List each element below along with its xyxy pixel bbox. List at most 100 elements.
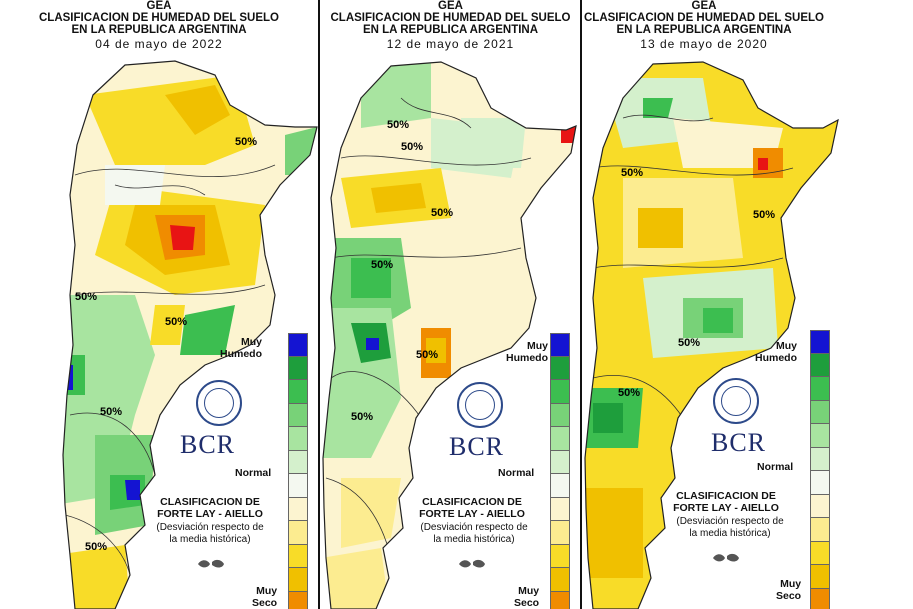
legend-swatch-7	[810, 494, 830, 518]
legend-bottom-label: Muy Seco	[514, 585, 540, 609]
bcr-logo-text: BCR	[711, 428, 767, 457]
legend-swatch-11	[550, 591, 570, 609]
soil-moisture-map: 50% 50% 50% 50% 50% 50%	[322, 61, 577, 609]
contour-label: 50%	[85, 541, 107, 553]
legend-swatch-1	[550, 356, 570, 380]
legend-swatch-3	[550, 403, 570, 427]
legend-swatch-1	[810, 353, 830, 377]
legend-swatch-6	[550, 474, 570, 498]
legend-normal-label: Normal	[498, 467, 535, 479]
legend-swatch-4	[810, 424, 830, 448]
legend-swatch-0	[288, 333, 308, 357]
title-line-1: CLASIFICACION DE HUMEDAD DEL SUELO	[583, 12, 825, 24]
map-date: 04 de mayo de 2022	[95, 37, 223, 51]
bcr-seal-logo	[196, 380, 242, 426]
legend-swatch-11	[810, 588, 830, 609]
bcr-seal-logo	[457, 382, 503, 428]
bcr-logo-text: BCR	[449, 432, 505, 461]
legend-swatch-1	[288, 356, 308, 380]
panel-2022: GEA CLASIFICACION DE HUMEDAD DEL SUELO E…	[0, 0, 318, 609]
legend-swatch-6	[810, 471, 830, 495]
title-line-1: CLASIFICACION DE HUMEDAD DEL SUELO	[38, 12, 280, 24]
legend-scale	[288, 333, 308, 609]
legend-swatch-5	[288, 450, 308, 474]
legend-swatch-6	[288, 474, 308, 498]
contour-label: 50%	[431, 207, 453, 219]
gea-label: GEA	[146, 0, 172, 12]
legend-scale	[550, 333, 570, 609]
map-date: 13 de mayo de 2020	[640, 37, 768, 51]
panel-header: GEA CLASIFICACION DE HUMEDAD DEL SUELO E…	[0, 0, 318, 50]
contour-label: 50%	[100, 406, 122, 418]
legend-swatch-5	[550, 450, 570, 474]
contour-label: 50%	[416, 349, 438, 361]
legend-swatch-4	[288, 427, 308, 451]
contour-label: 50%	[351, 411, 373, 423]
classification-note: (Desviación respecto de la media históri…	[420, 522, 528, 545]
legend-swatch-3	[288, 403, 308, 427]
contour-label: 50%	[235, 136, 257, 148]
bcr-seal-logo	[713, 378, 759, 424]
legend-swatch-7	[288, 497, 308, 521]
panel-header: GEA CLASIFICACION DE HUMEDAD DEL SUELO E…	[583, 0, 825, 50]
legend-scale	[810, 330, 830, 609]
contour-label: 50%	[618, 387, 640, 399]
legend-swatch-8	[288, 521, 308, 545]
legend-swatch-0	[810, 330, 830, 354]
classification-note: (Desviación respecto de la media históri…	[676, 516, 784, 539]
legend-swatch-2	[288, 380, 308, 404]
legend-top-label: Muy Humedo	[755, 340, 797, 364]
legend-swatch-2	[810, 377, 830, 401]
legend-swatch-5	[810, 447, 830, 471]
legend-bottom-label: Muy Seco	[252, 585, 278, 609]
legend-top-label: Muy Humedo	[220, 336, 262, 360]
classification-title: CLASIFICACION DE FORTE LAY - AIELLO	[419, 496, 525, 520]
malvinas-islands-icon	[457, 556, 487, 575]
legend-swatch-4	[550, 427, 570, 451]
legend-swatch-3	[810, 400, 830, 424]
legend-swatch-0	[550, 333, 570, 357]
gea-label: GEA	[691, 0, 717, 12]
legend-top-label: Muy Humedo	[506, 340, 548, 364]
malvinas-islands-icon	[196, 556, 226, 575]
legend-swatch-7	[550, 497, 570, 521]
contour-label: 50%	[753, 209, 775, 221]
contour-label: 50%	[621, 167, 643, 179]
contour-label: 50%	[165, 316, 187, 328]
legend-swatch-9	[288, 544, 308, 568]
legend-swatch-10	[288, 568, 308, 592]
panel-2021: GEA CLASIFICACION DE HUMEDAD DEL SUELO E…	[321, 0, 580, 609]
legend-swatch-11	[288, 591, 308, 609]
legend-swatch-8	[810, 518, 830, 542]
malvinas-islands-icon	[711, 550, 741, 569]
legend-normal-label: Normal	[757, 461, 794, 473]
classification-title: CLASIFICACION DE FORTE LAY - AIELLO	[157, 496, 263, 520]
legend-swatch-10	[810, 565, 830, 589]
panel-divider	[580, 0, 582, 609]
contour-label: 50%	[401, 141, 423, 153]
soil-moisture-map: 50% 50% 50% 50%	[584, 61, 839, 609]
contour-label: 50%	[371, 259, 393, 271]
legend-swatch-10	[550, 568, 570, 592]
bcr-logo-text: BCR	[180, 430, 236, 459]
soil-moisture-map: 50% 50% 50% 50% 50%	[62, 60, 318, 609]
legend-swatch-8	[550, 521, 570, 545]
panel-divider	[318, 0, 320, 609]
title-line-2: EN LA REPUBLICA ARGENTINA	[362, 24, 539, 36]
contour-label: 50%	[678, 337, 700, 349]
classification-title: CLASIFICACION DE FORTE LAY - AIELLO	[673, 490, 779, 514]
legend-swatch-2	[550, 380, 570, 404]
title-line-2: EN LA REPUBLICA ARGENTINA	[71, 24, 247, 36]
legend-swatch-9	[810, 541, 830, 565]
map-date: 12 de mayo de 2021	[386, 37, 515, 51]
panel-2020: GEA CLASIFICACION DE HUMEDAD DEL SUELO E…	[583, 0, 913, 609]
gea-label: GEA	[438, 0, 463, 12]
title-line-2: EN LA REPUBLICA ARGENTINA	[616, 24, 792, 36]
legend-bottom-label: Muy Seco	[776, 578, 802, 602]
contour-label: 50%	[387, 119, 409, 131]
panel-header: GEA CLASIFICACION DE HUMEDAD DEL SUELO E…	[321, 0, 580, 50]
legend-swatch-9	[550, 544, 570, 568]
contour-label: 50%	[75, 291, 97, 303]
legend-normal-label: Normal	[235, 467, 272, 479]
classification-note: (Desviación respecto de la media históri…	[156, 522, 264, 545]
